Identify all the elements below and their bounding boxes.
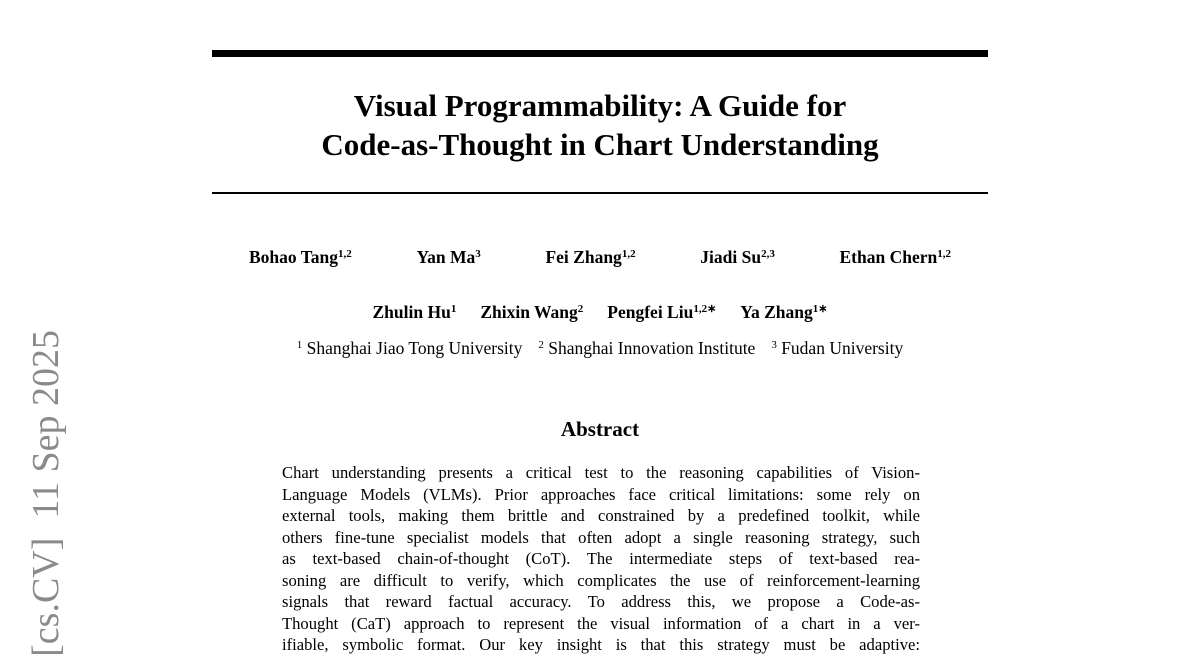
affiliation-mark: 2 xyxy=(538,339,544,351)
author: Jiadi Su2,3 xyxy=(700,247,775,268)
author-row: Zhulin Hu1 Zhixin Wang2 Pengfei Liu1,2∗ Ya … xyxy=(212,302,988,323)
title: Visual Programmability: A Guide for Code-… xyxy=(212,86,988,164)
author: Ya Zhang1∗ xyxy=(740,302,827,323)
author: Pengfei Liu1,2∗ xyxy=(607,302,716,323)
abstract-line: Language Models (VLMs). Prior approaches… xyxy=(282,484,920,504)
title-rule xyxy=(212,192,988,194)
author-affil-mark: 1,2∗ xyxy=(693,303,717,315)
author-row: Bohao Tang1,2 Yan Ma3 Fei Zhang1,2 Jiadi Su… xyxy=(249,247,951,268)
abstract-line: as text-based chain-of-thought (CoT). Th… xyxy=(282,549,920,568)
author-affil-mark: 1 xyxy=(450,303,457,315)
author-affil-mark: 2,3 xyxy=(761,248,775,260)
author: Ethan Chern1,2 xyxy=(840,247,951,268)
affiliation-name: Fudan University xyxy=(781,338,904,358)
author-name: Zhixin Wang xyxy=(480,302,578,322)
abstract-line: Thought (CaT) approach to represent the … xyxy=(282,613,920,633)
author-name: Pengfei Liu xyxy=(607,302,694,322)
abstract-line: external tools, making them brittle and … xyxy=(282,506,920,525)
author-name: Ethan Chern xyxy=(839,247,938,267)
author-affil-mark: 1∗ xyxy=(812,303,828,315)
title-line: Code-as-Thought in Chart Understanding xyxy=(321,127,879,162)
author-name: Ya Zhang xyxy=(740,302,813,322)
affiliation-mark: 1 xyxy=(296,339,303,351)
affiliation-name: Shanghai Innovation Institute xyxy=(548,338,756,358)
abstract-line: signals that reward factual accuracy. To… xyxy=(282,592,920,611)
author-affil-mark: 1,2 xyxy=(338,248,352,260)
affiliation: 1 Shanghai Jiao Tong University xyxy=(297,338,523,358)
author: Fei Zhang1,2 xyxy=(545,247,635,268)
author: Yan Ma3 xyxy=(416,247,480,268)
author-name: Zhulin Hu xyxy=(372,302,451,322)
author-affil-mark: 1,2 xyxy=(621,248,636,260)
author: Zhixin Wang2 xyxy=(480,302,583,323)
author-affil-mark: 2 xyxy=(577,303,584,315)
author: Bohao Tang1,2 xyxy=(249,247,352,268)
author-name: Yan Ma xyxy=(416,247,476,267)
arxiv-stamp: [cs.CV] 11 Sep 2025 xyxy=(25,330,67,657)
abstract-body: Chart understanding presents a critical … xyxy=(282,462,920,656)
author-name: Jiadi Su xyxy=(700,247,762,267)
title-line: Visual Programmability: A Guide for xyxy=(353,88,847,123)
affiliation: 3 Fudan University xyxy=(771,338,903,358)
author-affil-mark: 3 xyxy=(475,248,481,260)
author-name: Fei Zhang xyxy=(545,247,622,267)
affiliation-name: Shanghai Jiao Tong University xyxy=(306,338,523,358)
abstract-line: soning are difficult to verify, which co… xyxy=(282,570,920,590)
affiliation-mark: 3 xyxy=(771,339,777,351)
abstract-line: Chart understanding presents a critical … xyxy=(282,463,920,482)
author: Zhulin Hu1 xyxy=(373,302,457,323)
top-rule xyxy=(212,50,988,57)
abstract-heading: Abstract xyxy=(560,417,640,441)
affiliations: 1 Shanghai Jiao Tong University 2 Shangha… xyxy=(212,338,988,359)
affiliation: 2 Shanghai Innovation Institute xyxy=(538,338,755,358)
author-name: Bohao Tang xyxy=(249,247,339,267)
author-affil-mark: 1,2 xyxy=(937,248,951,260)
abstract-line: others fine-tune specialist models that … xyxy=(282,527,920,547)
abstract-line: ifiable, symbolic format. Our key insigh… xyxy=(282,635,920,654)
